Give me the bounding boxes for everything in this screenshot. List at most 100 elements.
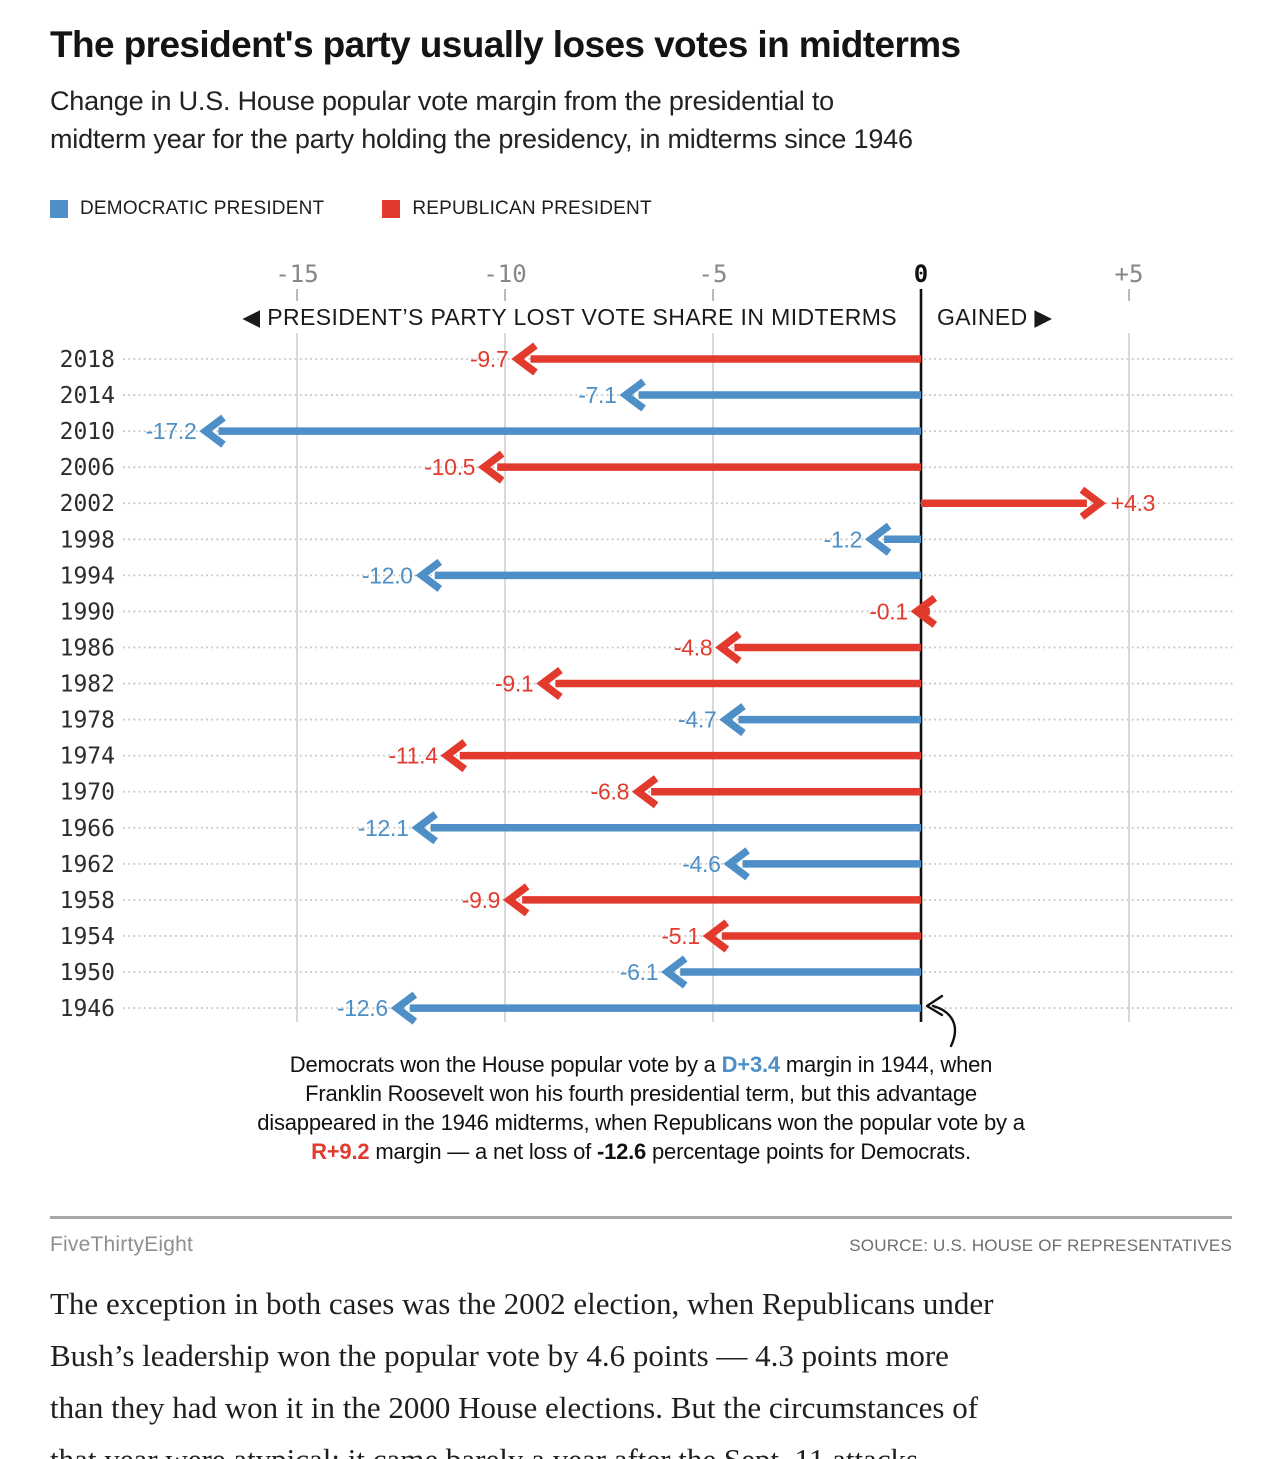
legend-label: DEMOCRATIC PRESIDENT [80,198,325,219]
chart-legend: DEMOCRATIC PRESIDENT REPUBLICAN PRESIDEN… [50,198,710,220]
arrow-head-1974 [440,739,468,773]
annotation-line: R+9.2 margin — a net loss of -12.6 perce… [71,1137,1211,1166]
fivethirtyeight-brand: FiveThirtyEight [50,1233,194,1256]
value-label-1958: -9.9 [462,887,500,913]
democratic-color-swatch-icon [50,200,68,218]
arrow-head-2006 [477,450,505,484]
arrow-head-2010 [199,414,226,448]
legend-item-republican: REPUBLICAN PRESIDENT [382,198,652,220]
year-label: 1986 [60,635,115,661]
annotation-line: Democrats won the House popular vote by … [71,1050,1211,1079]
value-label-1966: -12.1 [358,815,409,841]
midterm-vote-change-chart: -15 -10 -5 0 +5 ◀ PRESIDENT’S PARTY LOST VOTE… [60,260,1233,1048]
article-line: than they had won it in the 2000 House e… [50,1390,979,1425]
arrow-head-1986 [715,630,742,664]
chart-subtitle-line: midterm year for the party holding the p… [50,124,913,154]
value-label-1962: -4.6 [682,851,720,877]
x-tick-label: +5 [1115,260,1144,288]
value-label-2010: -17.2 [146,418,197,444]
value-label-1954: -5.1 [661,923,699,949]
value-label-2002: +4.3 [1111,490,1155,516]
year-label: 1974 [60,744,115,770]
article-body: The exception in both cases was the 2002… [50,1278,1230,1459]
value-label-2014: -7.1 [578,382,616,408]
value-label-1946: -12.6 [337,995,388,1021]
value-label-1994: -12.0 [362,562,413,588]
annotation-highlight-value: D+3.4 [721,1052,781,1077]
annotation-segment: margin — a net loss of [369,1139,597,1164]
annotation-segment: percentage points for Democrats. [646,1139,971,1164]
year-label: 1954 [60,924,115,950]
arrow-head-1982 [536,667,563,701]
annotation-segment: Franklin Roosevelt won his fourth presid… [305,1081,977,1106]
year-label: 1970 [60,780,115,806]
year-label: 1950 [60,960,115,986]
value-label-2018: -9.7 [470,346,508,372]
callout-arrowhead-icon [925,994,944,1017]
annotation-segment: -12.6 [596,1139,647,1164]
value-label-1974: -11.4 [389,743,439,769]
arrow-head-1946 [390,991,418,1025]
arrow-head-1998 [864,522,892,556]
chart-subtitle: Change in U.S. House popular vote margin… [50,82,913,158]
footer-divider [50,1216,1232,1219]
lost-vote-share-direction-label: ◀ PRESIDENT’S PARTY LOST VOTE SHARE IN M… [242,304,897,330]
annotation-segment: margin in 1944, when [779,1052,993,1077]
year-label: 1998 [60,527,115,553]
article-line: that year were atypical: it came barely … [50,1434,1230,1459]
year-label: 1990 [60,599,115,625]
chart-subtitle-line: Change in U.S. House popular vote margin… [50,86,834,116]
annotation-line: disappeared in the 1946 midterms, when R… [71,1108,1211,1137]
annotation-segment: Democrats won the House popular vote by … [289,1052,722,1077]
year-label: 1946 [60,996,115,1022]
arrow-head-1958 [502,883,530,917]
year-label: 1958 [60,888,115,914]
value-label-1990: -0.1 [869,598,907,624]
arrow-head-1962 [723,847,750,881]
value-label-1978: -4.7 [678,707,716,733]
arrow-head-2018 [511,342,538,376]
article-line: Bush’s leadership won the popular vote b… [50,1338,949,1373]
article-line: The exception in both cases was the 2002… [50,1286,994,1321]
arrow-head-2014 [619,378,646,412]
value-label-1986: -4.8 [674,634,712,660]
arrow-head-1978 [719,703,746,737]
republican-color-swatch-icon [382,200,401,218]
value-label-1950: -6.1 [620,959,658,985]
arrow-head-2002 [1079,486,1107,520]
gained-direction-label: GAINED ▶ [937,304,1052,330]
value-label-1982: -9.1 [495,671,533,697]
value-label-1970: -6.8 [591,779,629,805]
year-label: 2014 [60,383,115,409]
year-label: 1982 [60,672,115,698]
callout-curved-arrow-icon [931,1004,957,1048]
chart-footer: FiveThirtyEight SOURCE: U.S. HOUSE OF RE… [50,1233,1232,1257]
annotation-line: Franklin Roosevelt won his fourth presid… [71,1079,1211,1108]
value-label-2006: -10.5 [424,454,475,480]
arrow-head-1966 [411,811,438,845]
year-label: 1962 [60,852,115,878]
arrow-head-1990 [910,594,938,628]
year-label: 2010 [60,419,115,445]
legend-item-democratic: DEMOCRATIC PRESIDENT [50,198,324,220]
x-tick-label: -15 [275,260,318,288]
year-label: 2006 [60,455,115,481]
arrow-head-1954 [702,919,730,953]
arrow-head-1994 [415,558,443,592]
year-label: 1978 [60,708,115,734]
annotation-text: Democrats won the House popular vote by … [71,1050,1211,1166]
year-label: 1994 [60,563,115,589]
year-label: 1966 [60,816,115,842]
year-label: 2018 [60,347,115,373]
chart-title: The president's party usually loses vote… [50,24,961,65]
source-credit: SOURCE: U.S. HOUSE OF REPRESENTATIVES [849,1236,1232,1255]
value-label-1998: -1.2 [824,526,862,552]
annotation-highlight-value: R+9.2 [311,1139,370,1164]
annotation-segment: disappeared in the 1946 midterms, when R… [257,1110,1025,1135]
x-tick-label: -10 [483,260,526,288]
x-tick-label: -5 [699,260,728,288]
arrow-head-1970 [631,775,659,809]
x-tick-label-0: 0 [914,260,928,288]
legend-label: REPUBLICAN PRESIDENT [412,198,652,219]
